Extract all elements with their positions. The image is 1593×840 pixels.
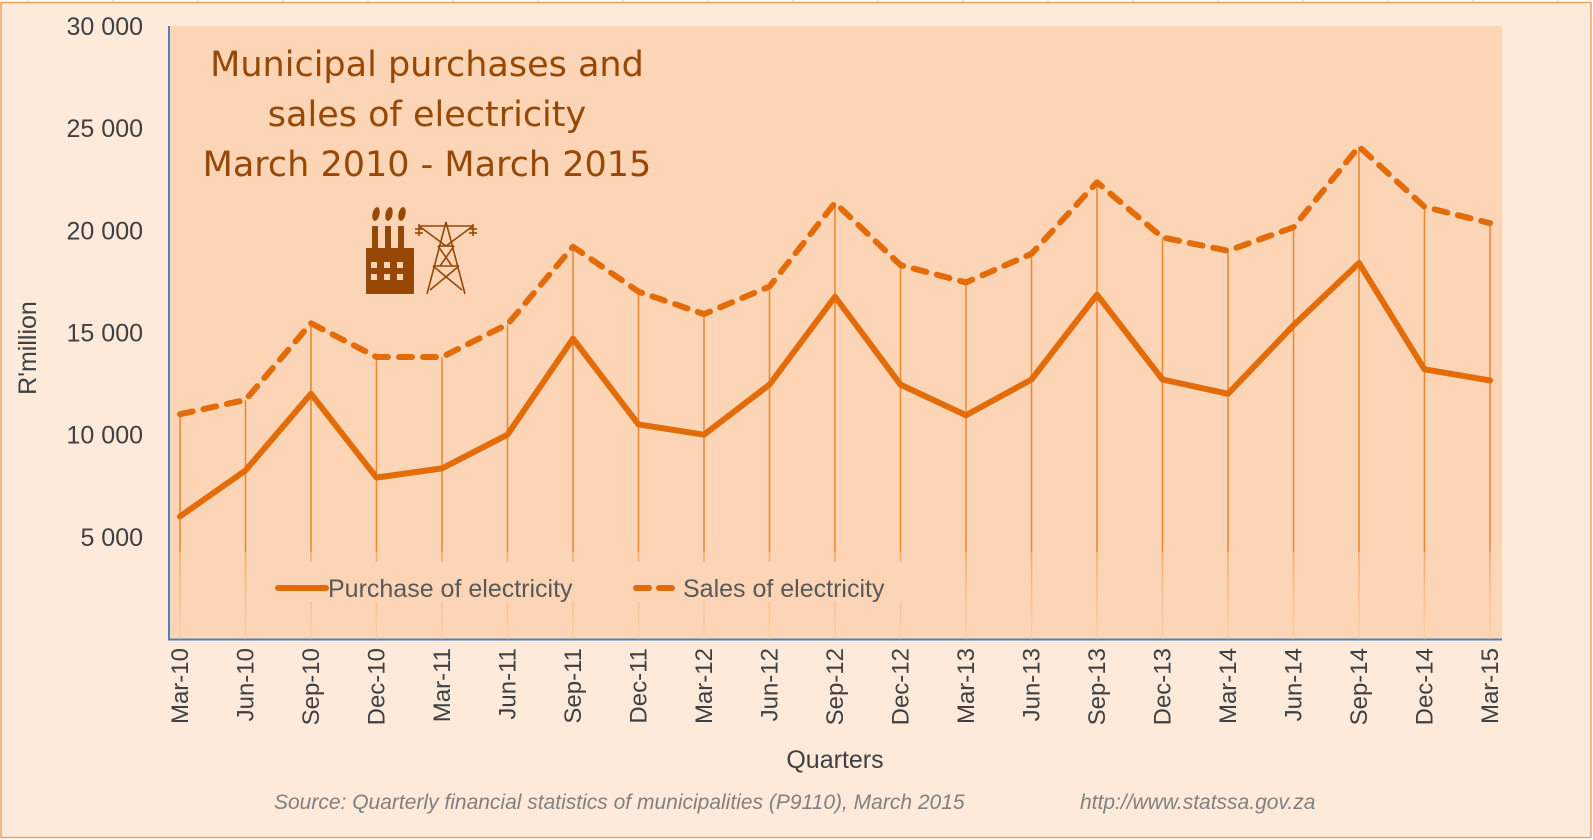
sheet-gridlines — [27, 0, 1559, 2]
x-tick-label: Dec-13 — [1150, 648, 1177, 725]
legend-label-purchase: Purchase of electricity — [328, 575, 573, 603]
chart-title-line-1: Municipal purchases and — [210, 45, 644, 85]
y-tick-label: 30 000 — [67, 13, 143, 41]
x-tick-label: Mar-13 — [953, 648, 980, 724]
y-tick-label: 25 000 — [67, 115, 143, 143]
x-tick-label: Sep-14 — [1346, 648, 1373, 725]
legend-box — [268, 562, 918, 602]
x-tick-label: Sep-11 — [560, 648, 587, 724]
drop-line-fade — [1161, 552, 1164, 639]
source-note: Source: Quarterly financial statistics o… — [274, 791, 965, 814]
x-tick-label: Mar-14 — [1215, 648, 1242, 724]
drop-line-fade — [1227, 552, 1229, 639]
legend-item-sales: Sales of electricity — [633, 575, 885, 603]
x-tick-label: Jun-13 — [1019, 648, 1046, 721]
x-tick-label: Jun-10 — [233, 648, 260, 721]
drop-line-fade — [1358, 552, 1360, 639]
x-tick-label: Dec-10 — [364, 648, 391, 725]
x-tick-label: Mar-11 — [429, 648, 456, 722]
y-tick-label: 20 000 — [67, 217, 143, 245]
factory-icon — [366, 207, 414, 294]
drop-line-fade — [1096, 552, 1098, 639]
x-tick-label: Jun-11 — [495, 648, 522, 720]
x-tick-label: Sep-13 — [1084, 648, 1111, 725]
x-tick-label: Dec-12 — [888, 648, 915, 725]
drop-line-fade — [1423, 552, 1426, 639]
x-tick-label: Mar-12 — [691, 648, 718, 724]
drop-line-fade — [179, 552, 181, 639]
chart-title-line-2: sales of electricity — [268, 95, 586, 135]
drop-line-fade — [1292, 552, 1295, 639]
legend-label-sales: Sales of electricity — [683, 575, 885, 603]
y-tick-label: 5 000 — [80, 524, 143, 552]
drop-line-fade — [1489, 552, 1491, 639]
drop-line-fade — [965, 552, 967, 639]
x-tick-label: Jun-12 — [757, 648, 784, 721]
source-url: http://www.statssa.gov.za — [1080, 791, 1315, 814]
legend-item-purchase: Purchase of electricity — [275, 575, 573, 603]
x-tick-label: Jun-14 — [1281, 648, 1308, 721]
legend: Purchase of electricity Sales of electri… — [275, 575, 885, 603]
drop-line-fade — [244, 552, 247, 639]
x-tick-label: Sep-10 — [298, 648, 325, 725]
y-tick-label: 10 000 — [67, 422, 143, 450]
chart-title: Municipal purchases and sales of electri… — [203, 45, 652, 185]
x-tick-label: Sep-12 — [822, 648, 849, 725]
y-tick-labels: 5 000 10 000 15 000 20 000 25 000 30 000 — [67, 13, 143, 552]
x-tick-label: Dec-11 — [626, 648, 653, 724]
x-tick-labels: Mar-10 Jun-10 Sep-10 Dec-10 Mar-11 Jun-11 Sep-… — [167, 635, 1504, 725]
x-axis-title: Quarters — [786, 746, 883, 774]
chart-title-line-3: March 2010 - March 2015 — [203, 145, 652, 185]
series-layer — [177, 143, 1493, 520]
y-axis-title: R'million — [14, 301, 42, 395]
x-tick-label: Mar-10 — [167, 648, 194, 724]
x-tick-label: Dec-14 — [1412, 648, 1439, 725]
x-tick-label: Mar-15 — [1477, 648, 1504, 724]
drop-line-fade — [1030, 552, 1033, 639]
y-tick-label: 15 000 — [67, 320, 143, 348]
power-pylon-icon — [415, 221, 477, 295]
